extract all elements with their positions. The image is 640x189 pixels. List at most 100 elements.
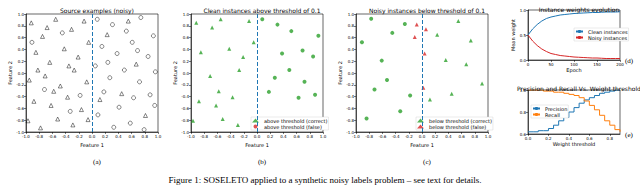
svg-text:0.0: 0.0 [419,134,426,139]
svg-text:-0.6: -0.6 [181,106,189,111]
svg-text:Noisy instances: Noisy instances [588,35,628,42]
svg-text:1.0: 1.0 [485,134,492,139]
svg-text:(b): (b) [258,158,267,166]
svg-text:-0.2: -0.2 [346,82,354,87]
svg-text:-0.2: -0.2 [75,134,83,139]
svg-text:0.0: 0.0 [348,71,355,76]
svg-text:(d): (d) [625,57,634,65]
svg-text:0.8: 0.8 [520,110,527,115]
svg-text:0.2: 0.2 [183,59,190,64]
svg-text:above threshold (false): above threshold (false) [264,124,322,130]
svg-text:100: 100 [570,62,578,67]
svg-text:1.0: 1.0 [18,12,25,17]
svg-text:0.4: 0.4 [183,47,190,52]
svg-text:-0.6: -0.6 [48,134,56,139]
svg-text:0.4: 0.4 [18,47,25,52]
svg-text:0.8: 0.8 [472,134,479,139]
svg-text:-0.6: -0.6 [378,134,386,139]
svg-text:Feature 2: Feature 2 [172,61,178,85]
svg-text:0: 0 [527,62,530,67]
svg-text:0.8: 0.8 [348,23,355,28]
svg-text:0.0: 0.0 [520,58,527,63]
svg-text:200: 200 [616,62,624,67]
svg-text:Mean weight: Mean weight [510,19,517,51]
svg-text:Instance weights evolution: Instance weights evolution [539,6,620,14]
svg-text:-0.4: -0.4 [16,94,24,99]
svg-text:-0.6: -0.6 [213,134,221,139]
svg-text:0.6: 0.6 [293,134,300,139]
svg-text:-0.8: -0.8 [35,134,43,139]
svg-text:0.0: 0.0 [89,134,96,139]
svg-text:150: 150 [593,62,601,67]
svg-text:0.2: 0.2 [432,134,439,139]
svg-text:Figure 1: SOSELETO applied to: Figure 1: SOSELETO applied to a syntheti… [168,175,481,185]
svg-text:1.0: 1.0 [320,134,327,139]
svg-text:50: 50 [548,62,554,67]
svg-text:0.0: 0.0 [525,136,532,141]
svg-text:0.2: 0.2 [545,136,552,141]
svg-text:Precision and Recall Vs. Weigh: Precision and Recall Vs. Weight threshol… [517,85,640,93]
svg-text:0.6: 0.6 [348,35,355,40]
svg-text:-1.0: -1.0 [187,134,195,139]
svg-text:-0.4: -0.4 [227,134,235,139]
svg-text:-0.2: -0.2 [240,134,248,139]
svg-text:Feature 1: Feature 1 [80,142,104,148]
svg-text:0.0: 0.0 [18,71,25,76]
svg-text:0.4: 0.4 [280,134,287,139]
svg-text:0.6: 0.6 [183,35,190,40]
svg-text:-0.8: -0.8 [365,134,373,139]
svg-text:-0.6: -0.6 [16,106,24,111]
svg-text:0.5: 0.5 [520,33,527,38]
svg-text:1.0: 1.0 [155,134,162,139]
svg-text:0.8: 0.8 [307,134,314,139]
svg-text:Noisy instances below threshol: Noisy instances below threshold of 0.1 [369,7,485,15]
svg-text:-0.2: -0.2 [16,82,24,87]
svg-text:-0.2: -0.2 [181,82,189,87]
svg-text:Feature 2: Feature 2 [7,61,13,85]
svg-text:0.2: 0.2 [18,59,25,64]
svg-text:-0.4: -0.4 [181,94,189,99]
svg-text:0.4: 0.4 [445,134,452,139]
svg-text:Recall: Recall [545,112,560,118]
svg-text:1.0: 1.0 [348,12,355,17]
svg-text:0.8: 0.8 [183,23,190,28]
svg-text:0.6: 0.6 [458,134,465,139]
svg-text:Feature 2: Feature 2 [337,61,343,85]
svg-text:-0.6: -0.6 [346,106,354,111]
svg-text:0.0: 0.0 [254,134,261,139]
svg-text:-1.0: -1.0 [352,134,360,139]
svg-text:-0.8: -0.8 [346,118,354,123]
svg-text:Clean instances above threshol: Clean instances above threshold of 0.1 [203,7,320,14]
svg-text:-0.4: -0.4 [346,94,354,99]
svg-text:(e): (e) [625,131,633,139]
svg-text:-0.8: -0.8 [16,118,24,123]
svg-text:1.0: 1.0 [183,12,190,17]
svg-text:-0.4: -0.4 [62,134,70,139]
svg-text:-0.8: -0.8 [181,118,189,123]
svg-text:Epoch: Epoch [566,67,581,74]
svg-text:-0.8: -0.8 [200,134,208,139]
svg-text:1.0: 1.0 [520,8,527,13]
svg-text:0.2: 0.2 [348,59,355,64]
svg-text:below threshold (false): below threshold (false) [429,124,486,130]
svg-text:Feature 1: Feature 1 [245,142,269,148]
svg-text:0.6: 0.6 [586,136,593,141]
svg-text:0.4: 0.4 [566,136,573,141]
svg-text:-0.4: -0.4 [392,134,400,139]
svg-text:0.2: 0.2 [102,134,109,139]
svg-text:(c): (c) [423,158,431,166]
svg-text:0.0: 0.0 [183,71,190,76]
svg-text:0.6: 0.6 [128,134,135,139]
svg-text:-1.0: -1.0 [22,134,30,139]
svg-text:Weight threshold: Weight threshold [553,141,596,148]
svg-text:(a): (a) [93,158,101,166]
svg-text:-0.2: -0.2 [405,134,413,139]
svg-text:0.4: 0.4 [115,134,122,139]
svg-text:0.2: 0.2 [267,134,274,139]
svg-text:Feature 1: Feature 1 [410,142,434,148]
svg-text:0.4: 0.4 [348,47,355,52]
svg-text:0.6: 0.6 [18,35,25,40]
svg-text:0.8: 0.8 [142,134,149,139]
svg-text:Source examples (noisy): Source examples (noisy) [60,7,134,15]
svg-text:0.8: 0.8 [607,136,614,141]
